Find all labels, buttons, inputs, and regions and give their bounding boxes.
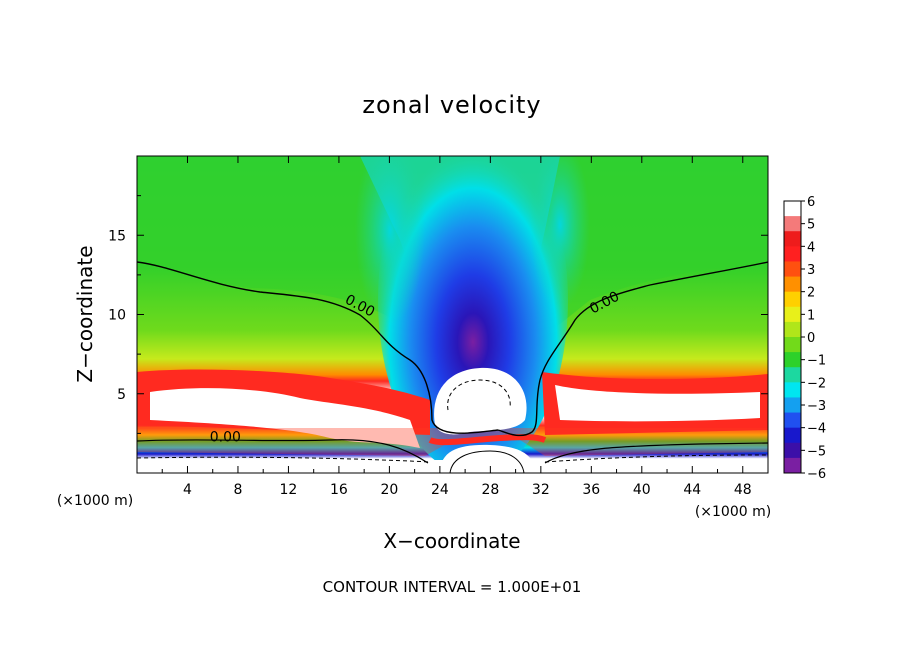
chart-title: zonal velocity <box>362 91 541 119</box>
colorbar-segment <box>784 457 801 474</box>
colorbar-segment <box>784 201 801 217</box>
x-tick-label: 8 <box>233 482 242 498</box>
colorbar-segment <box>784 306 801 323</box>
x-axis-ticks: 4 8 12 16 20 24 28 32 36 40 44 48 <box>161 156 752 498</box>
colorbar-tick-label: −4 <box>807 422 826 437</box>
colorbar-tick-label: −3 <box>807 399 826 414</box>
field-white-right <box>555 385 760 422</box>
y-tick-label: 5 <box>117 387 126 403</box>
colorbar-segment <box>784 337 801 353</box>
contour-neg-bubble <box>447 379 511 411</box>
x-axis-label: X−coordinate <box>383 529 520 553</box>
contour-zero-right <box>497 261 768 437</box>
colorbar-tick-label: −2 <box>807 376 826 391</box>
colorbar-tick-label: 2 <box>807 286 815 301</box>
field-white-left <box>150 388 420 448</box>
colorbar-segment <box>784 367 801 383</box>
x-tick-label: 40 <box>633 482 651 498</box>
x-tick-label: 48 <box>734 482 752 498</box>
field-plume-right <box>530 156 590 310</box>
colorbar-segment <box>784 216 801 232</box>
x-tick-label: 28 <box>481 482 499 498</box>
colorbar-segment <box>784 261 801 278</box>
x-tick-label: 16 <box>330 482 348 498</box>
field-plume-left <box>355 156 425 325</box>
x-tick-label: 32 <box>532 482 550 498</box>
x-unit-label-left: (×1000 m) <box>57 493 133 509</box>
colorbar-segment <box>784 427 801 444</box>
field-red-rim <box>428 434 547 446</box>
x-tick-label: 12 <box>280 482 298 498</box>
colorbar-tick-label: −5 <box>807 444 826 459</box>
colorbar-tick-label: 0 <box>807 331 815 346</box>
contour-zero-left <box>137 261 499 434</box>
x-tick-label: 4 <box>183 482 192 498</box>
colorbar-tick-label: 5 <box>807 218 815 233</box>
plot-area <box>137 156 768 473</box>
y-tick-label: 15 <box>108 228 126 244</box>
colorbar-segment <box>784 382 801 398</box>
x-tick-label: 24 <box>431 482 449 498</box>
y-axis-ticks: 5 10 15 <box>108 195 768 434</box>
contour-neg-floor <box>137 454 768 463</box>
contour-label: 0.00 <box>210 429 241 445</box>
colorbar-segment <box>784 397 801 414</box>
colorbar-tick-label: −6 <box>807 467 826 482</box>
colorbar-segment <box>784 412 801 429</box>
colorbar-tick-label: −1 <box>807 354 826 369</box>
x-tick-label: 36 <box>582 482 600 498</box>
colorbar-segment <box>784 442 801 459</box>
colorbar-tick-label: 6 <box>807 195 815 210</box>
colorbar: 6 5 4 3 2 1 0 −1 −2 −3 −4 −5 −6 <box>783 195 826 482</box>
colorbar-tick-label: 3 <box>807 263 815 278</box>
contour-interval-footnote: CONTOUR INTERVAL = 1.000E+01 <box>323 578 582 596</box>
colorbar-segment <box>784 321 801 338</box>
x-tick-label: 20 <box>380 482 398 498</box>
field-floor-bubble <box>440 444 535 473</box>
colorbar-segment <box>784 276 801 293</box>
field-white-bubble <box>434 367 527 435</box>
colorbar-segment <box>784 246 801 262</box>
colorbar-segment <box>784 231 801 247</box>
field-lower-bands <box>137 428 768 456</box>
x-unit-label-right: (×1000 m) <box>695 504 771 520</box>
y-tick-label: 10 <box>108 308 126 324</box>
colorbar-segment <box>784 291 801 308</box>
contour-floor-loop <box>449 450 525 473</box>
contour-zero-lower <box>137 439 768 464</box>
colorbar-tick-label: 4 <box>807 240 815 255</box>
y-axis-label: Z−coordinate <box>73 245 97 382</box>
x-tick-label: 44 <box>683 482 701 498</box>
colorbar-tick-label: 1 <box>807 308 815 323</box>
colorbar-segment <box>784 352 801 368</box>
